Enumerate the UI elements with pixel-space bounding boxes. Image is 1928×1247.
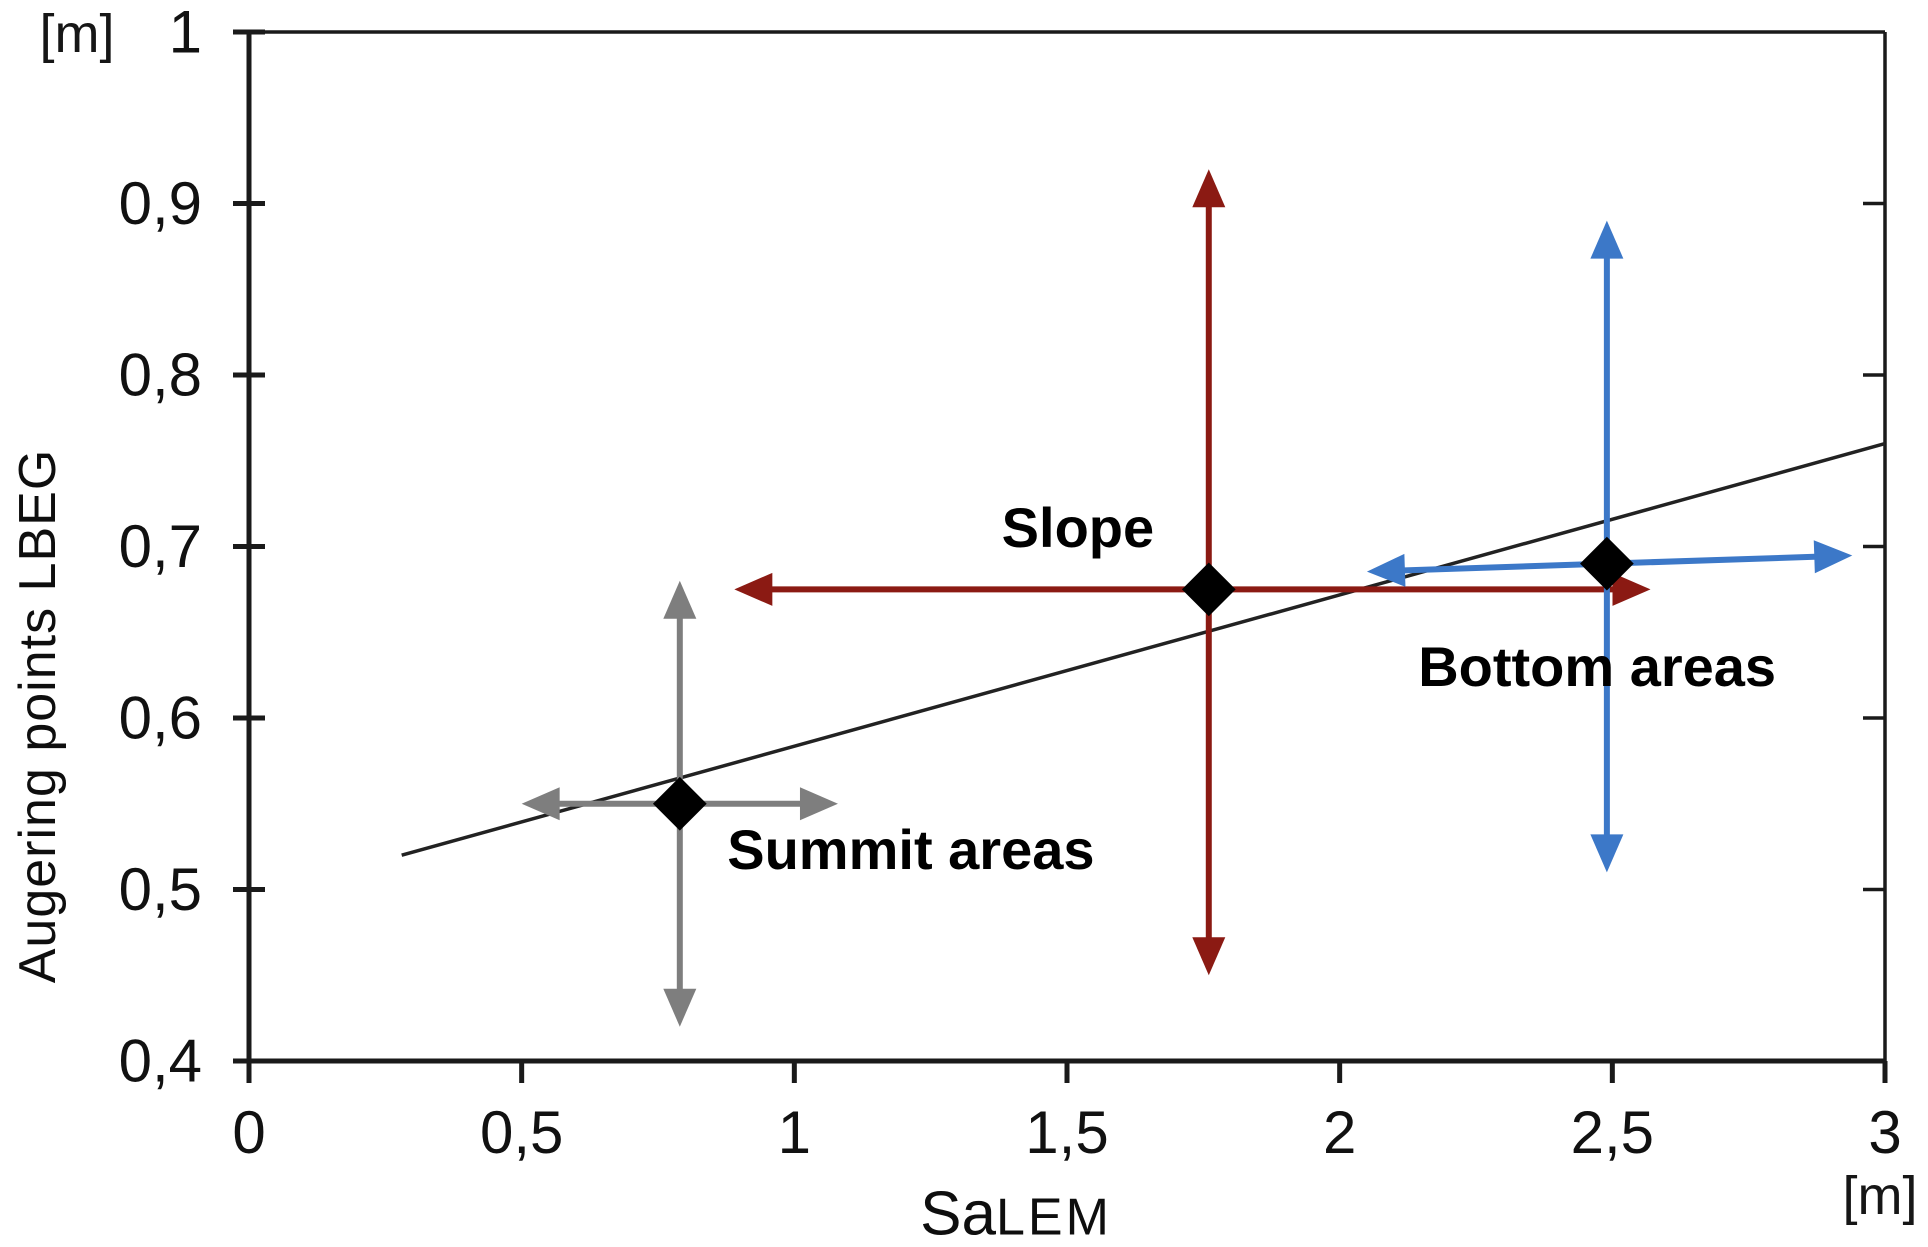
error-bar-x-arrowhead — [734, 572, 773, 606]
error-bar-x-arrowhead — [521, 787, 560, 821]
trend-line — [401, 441, 1886, 857]
y-tick-label: 1 — [169, 0, 202, 66]
data-point-marker — [1181, 562, 1236, 617]
x-tick-label: 1,5 — [1025, 1099, 1108, 1166]
x-axis-unit-label: [m] — [1842, 1166, 1918, 1226]
x-axis-title-main: Sa — [920, 1179, 996, 1247]
error-bar-y-arrowhead — [1192, 169, 1226, 208]
x-tick-label: 2 — [1323, 1099, 1356, 1166]
point-label-summit-areas: Summit areas — [727, 818, 1095, 882]
error-bar-y-arrowhead — [663, 580, 697, 619]
y-tick-label: 0,5 — [119, 856, 202, 923]
point-label-slope: Slope — [1001, 495, 1155, 559]
x-tick-label: 0 — [232, 1099, 265, 1166]
error-bar-x-arrowhead — [1612, 572, 1651, 606]
error-bar-y-arrowhead — [1590, 220, 1624, 259]
error-bar-y-arrowhead — [663, 988, 697, 1027]
x-tick-label: 1 — [778, 1099, 811, 1166]
error-bar-y-arrowhead — [1590, 834, 1624, 873]
x-tick-label: 3 — [1868, 1099, 1901, 1166]
y-axis-unit-label: [m] — [39, 4, 115, 64]
y-axis-title: Augering points LBEG — [9, 448, 67, 984]
y-tick-label: 0,8 — [119, 342, 202, 409]
y-tick-label: 0,6 — [119, 685, 202, 752]
y-tick-label: 0,7 — [119, 513, 202, 580]
y-tick-label: 0,4 — [119, 1028, 202, 1095]
y-tick-label: 0,9 — [119, 170, 202, 237]
error-bar-x-arrowhead — [1366, 553, 1406, 587]
x-tick-label: 0,5 — [480, 1099, 563, 1166]
error-bar-x-arrowhead — [799, 787, 838, 821]
x-axis-title-sub: LEM — [995, 1188, 1112, 1247]
error-bar-x-arrowhead — [1813, 540, 1853, 574]
x-axis-title: Sa LEM — [920, 1179, 1112, 1247]
error-bar-y-arrowhead — [1192, 937, 1226, 976]
x-tick-label: 2,5 — [1571, 1099, 1654, 1166]
point-label-bottom-areas: Bottom areas — [1418, 634, 1777, 698]
